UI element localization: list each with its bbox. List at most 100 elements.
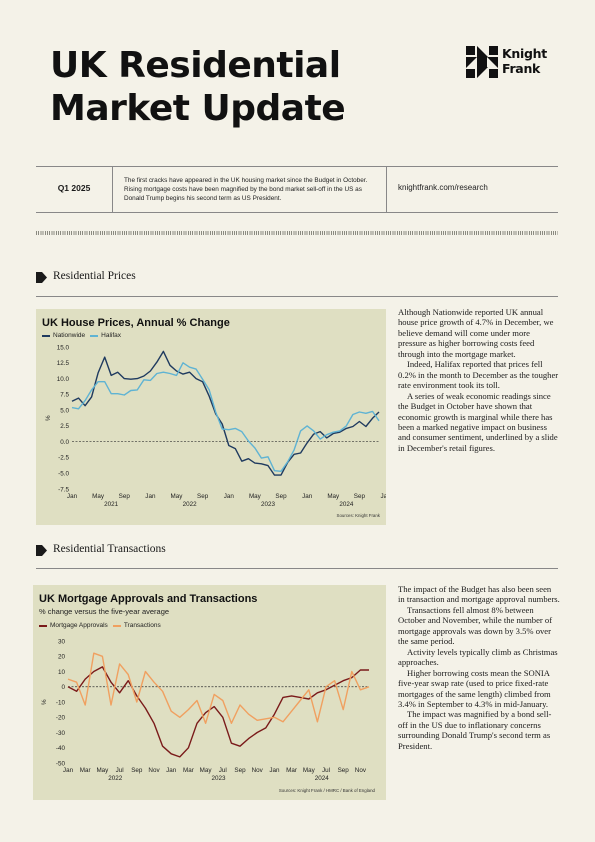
legend-label-nationwide: Nationwide: [53, 332, 86, 339]
prices-paragraph: Indeed, Halifax reported that prices fel…: [398, 359, 559, 391]
title-line-2: Market Update: [50, 88, 346, 129]
logo-line-2: Frank: [502, 61, 541, 76]
y-tick-label: 10.0: [57, 376, 70, 383]
band-divider: [386, 166, 387, 212]
y-tick-label: -2.5: [58, 455, 69, 462]
chart-title: UK Mortgage Approvals and Transactions: [39, 593, 258, 605]
y-tick-label: 10: [58, 669, 66, 676]
x-tick-label: May: [249, 493, 262, 500]
x-tick-label: May: [96, 767, 109, 774]
y-tick-label: 20: [58, 654, 66, 661]
year-label: 2024: [315, 775, 330, 782]
x-tick-label: Jul: [116, 767, 124, 774]
y-axis-label: %: [41, 699, 48, 705]
y-tick-label: 2.5: [60, 423, 69, 430]
y-tick-label: -10: [56, 699, 66, 706]
x-tick-label: Nov: [252, 767, 264, 774]
legend-swatch-approvals: [39, 624, 47, 627]
x-tick-label: Sep: [234, 767, 246, 774]
x-tick-label: Jan: [302, 493, 313, 500]
research-website-link[interactable]: knightfrank.com/research: [398, 183, 488, 192]
year-label: 2022: [108, 775, 123, 782]
x-tick-label: Jan: [269, 767, 280, 774]
chart-title: UK House Prices, Annual % Change: [42, 317, 230, 329]
x-tick-label: Jul: [219, 767, 227, 774]
series-line-0: [67, 666, 369, 758]
y-tick-label: 5.0: [60, 407, 69, 414]
section-heading-prices: Residential Prices: [53, 270, 136, 282]
section-marker-icon: [36, 545, 47, 556]
transactions-paragraph: The impact of the Budget has also been s…: [398, 584, 560, 605]
y-tick-label: 7.5: [60, 392, 69, 399]
y-tick-label: 15.0: [57, 344, 70, 351]
year-label: 2021: [104, 501, 119, 508]
legend-swatch-transactions: [112, 624, 121, 627]
x-tick-label: Jan: [224, 493, 235, 500]
x-tick-label: Sep: [338, 767, 350, 774]
y-tick-label: 30: [58, 638, 66, 645]
x-tick-label: Mar: [183, 767, 194, 774]
year-label: 2023: [261, 501, 276, 508]
section-rule: [36, 296, 558, 297]
section-marker-icon: [36, 272, 47, 283]
x-tick-label: Jan: [145, 493, 156, 500]
legend-label-approvals: Mortgage Approvals: [50, 622, 108, 629]
band-top-rule: [36, 166, 558, 167]
y-tick-label: 0: [61, 684, 65, 691]
intro-summary: The first cracks have appeared in the UK…: [124, 177, 368, 202]
year-label: 2022: [183, 501, 198, 508]
section-rule: [36, 568, 558, 569]
logo-wordmark: Knight Frank: [502, 46, 547, 76]
chart-legend: Nationwide Halifax: [42, 332, 121, 339]
legend-swatch-nationwide: [42, 334, 50, 337]
x-tick-label: Nov: [148, 767, 160, 774]
dotted-divider: [36, 231, 558, 235]
y-tick-label: -50: [56, 760, 66, 767]
legend-swatch-halifax: [90, 334, 99, 337]
y-tick-label: 0.0: [60, 439, 69, 446]
house-prices-plot: 15.0 12.5 10.0 7.5 5.0 2.5 0.0 -2.5 -5.0 -7.5% Jan…: [45, 344, 386, 518]
series-line-1: [71, 362, 380, 473]
x-tick-label: Jan: [380, 493, 386, 500]
year-label: 2024: [339, 501, 354, 508]
y-tick-label: -40: [56, 745, 66, 752]
y-tick-label: 12.5: [57, 360, 70, 367]
mortgage-approvals-plot: 30 20 10 0 -10 -20 -30 -40 -50% Jan Mar May Jul Sep No…: [41, 638, 376, 793]
x-tick-label: May: [327, 493, 340, 500]
x-tick-label: Jan: [63, 767, 74, 774]
title-line-1: UK Residential: [50, 45, 341, 86]
transactions-paragraph: The impact was magnified by a bond sell-…: [398, 709, 552, 751]
x-tick-label: Mar: [80, 767, 91, 774]
mortgage-approvals-chart: UK Mortgage Approvals and Transactions %…: [33, 585, 386, 800]
chart-source: Sources: Knight Frank / HMRC / Bank of E…: [279, 788, 376, 793]
year-label: 2023: [211, 775, 226, 782]
x-tick-label: May: [92, 493, 105, 500]
x-tick-label: Sep: [354, 493, 366, 500]
x-tick-label: May: [200, 767, 213, 774]
x-tick-label: Jul: [322, 767, 330, 774]
house-prices-chart: UK House Prices, Annual % Change Nationw…: [36, 309, 386, 525]
y-axis-label: %: [45, 415, 52, 421]
series-line-0: [71, 350, 380, 476]
x-tick-label: Nov: [355, 767, 367, 774]
x-tick-label: Jan: [67, 493, 78, 500]
y-tick-label: -20: [56, 715, 66, 722]
transactions-paragraph: Higher borrowing costs mean the SONIA fi…: [398, 667, 551, 709]
logo-line-1: Knight: [502, 46, 547, 61]
transactions-paragraph: Activity levels typically climb as Chris…: [398, 646, 558, 668]
y-tick-label: -30: [56, 730, 66, 737]
knight-frank-logo[interactable]: Knight Frank: [466, 46, 561, 80]
y-tick-label: -7.5: [58, 486, 69, 493]
x-tick-label: May: [171, 493, 184, 500]
report-quarter: Q1 2025: [57, 183, 91, 193]
y-tick-label: -5.0: [58, 471, 69, 478]
x-tick-label: Sep: [131, 767, 143, 774]
chart-subtitle: % change versus the five-year average: [39, 607, 170, 616]
chart-source: Sources: Knight Frank: [337, 513, 381, 518]
x-tick-label: May: [303, 767, 316, 774]
chart-legend: Mortgage Approvals Transactions: [39, 622, 161, 629]
legend-label-halifax: Halifax: [101, 332, 122, 339]
transactions-paragraph: Transactions fell almost 8% between Octo…: [398, 604, 553, 647]
series-line-1: [67, 652, 370, 725]
legend-label-transactions: Transactions: [123, 622, 161, 629]
